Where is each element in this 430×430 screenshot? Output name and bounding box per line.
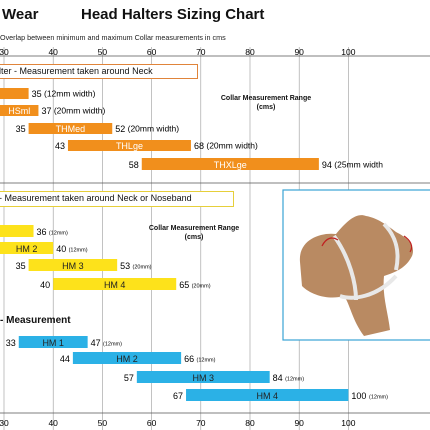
bottom-tick-label-90: 90 <box>294 418 304 428</box>
blue-min-value-2: 44 <box>60 354 70 364</box>
blue-bar-1 <box>18 336 88 348</box>
section-measurement-label: - Measurement <box>0 315 71 326</box>
orange-bar-label-3: THMed <box>56 124 86 134</box>
yellow-bar-3 <box>28 259 118 271</box>
yellow-bar-2 <box>0 242 54 254</box>
blue-max-value-1: 47 <box>91 338 101 348</box>
yellow-note-3: (20mm) <box>133 265 152 271</box>
yellow-max-value-4: 65 <box>179 280 189 290</box>
blue-bar-label-3: HM 3 <box>193 373 215 383</box>
yellow-bar-label-4: HM 4 <box>104 280 126 290</box>
blue-bar-label-2: HM 2 <box>116 354 138 364</box>
orange-bar-2 <box>0 105 39 116</box>
blue-bar-3 <box>136 371 270 383</box>
blue-note-3: (12mm) <box>285 377 304 383</box>
orange-max-value-2: 37 <box>41 106 51 116</box>
brand-fragment: Wear <box>2 6 39 23</box>
bottom-tick-label-30: 30 <box>0 418 9 428</box>
blue-max-value-3: 84 <box>273 373 283 383</box>
yellow-note-4: (20mm) <box>192 284 211 290</box>
yellow-max-value-1: 36 <box>37 227 47 237</box>
blue-note-1: (12mm) <box>103 342 122 348</box>
page-subtitle: Overlap between minimum and maximum Coll… <box>0 33 226 42</box>
orange-bar-label-2: HSml <box>8 106 30 116</box>
section-halter-label: lter - Measurement taken around Neck <box>0 64 198 79</box>
orange-bar-label-5: THXLge <box>214 160 247 170</box>
orange-bar-5 <box>141 158 319 170</box>
orange-note-1: (12mm width) <box>44 89 96 99</box>
halter-strap-nose <box>382 222 400 271</box>
top-tick-label-50: 50 <box>98 47 108 57</box>
orange-min-value-5: 58 <box>129 160 139 170</box>
bottom-tick-label-100: 100 <box>341 418 355 428</box>
bottom-tick-label-80: 80 <box>245 418 255 428</box>
orange-max-value-1: 35 <box>32 89 42 99</box>
orange-min-value-3: 35 <box>16 124 26 134</box>
orange-note-5: (25mm width <box>334 160 383 170</box>
orange-note-2: (20mm width) <box>54 106 106 116</box>
blue-max-value-2: 66 <box>184 354 194 364</box>
dog-head-illustration <box>299 215 414 336</box>
orange-note-4: (20mm width) <box>206 141 258 151</box>
section-neck-noseband-label: - Measurement taken around Neck or Noseb… <box>0 191 234 207</box>
yellow-bar-1 <box>0 225 34 237</box>
blue-bar-2 <box>72 352 182 364</box>
orange-bar-label-4: THLge <box>116 141 143 151</box>
top-tick-label-100: 100 <box>341 47 355 57</box>
bottom-tick-label-50: 50 <box>98 418 108 428</box>
halter-strap-neck <box>332 234 358 301</box>
orange-max-value-4: 68 <box>194 141 204 151</box>
orange-bar-1 <box>0 88 29 99</box>
orange-bar-3 <box>28 123 113 134</box>
orange-bar-4 <box>67 140 191 151</box>
halter-strap-chin <box>339 274 398 300</box>
measure-arrow-nose <box>403 235 413 253</box>
blue-min-value-1: 33 <box>6 338 16 348</box>
top-tick-label-80: 80 <box>245 47 255 57</box>
orange-max-value-3: 52 <box>115 124 125 134</box>
bottom-tick-label-60: 60 <box>147 418 157 428</box>
top-tick-label-90: 90 <box>294 47 304 57</box>
blue-bar-label-4: HM 4 <box>256 391 278 401</box>
yellow-note-1: (12mm) <box>49 231 68 237</box>
yellow-min-value-3: 35 <box>16 261 26 271</box>
measure-arrow-neck <box>321 237 339 247</box>
yellow-note-2: (12mm) <box>69 248 88 254</box>
page-title: Head Halters Sizing Chart <box>81 6 265 23</box>
yellow-max-value-2: 40 <box>56 244 66 254</box>
yellow-bar-label-3: HM 3 <box>62 261 84 271</box>
top-tick-label-60: 60 <box>147 47 157 57</box>
range-label-top: Collar Measurement Range (cms) <box>220 95 312 111</box>
top-tick-label-30: 30 <box>0 47 9 57</box>
blue-note-4: (12mm) <box>369 395 388 401</box>
blue-bar-4 <box>186 389 349 401</box>
blue-min-value-4: 67 <box>173 391 183 401</box>
orange-min-value-4: 43 <box>55 141 65 151</box>
orange-max-value-5: 94 <box>322 160 332 170</box>
yellow-max-value-3: 53 <box>120 261 130 271</box>
top-tick-label-70: 70 <box>196 47 206 57</box>
orange-note-3: (20mm width) <box>128 124 180 134</box>
blue-bar-label-1: HM 1 <box>42 338 64 348</box>
bottom-tick-label-40: 40 <box>48 418 58 428</box>
yellow-min-value-4: 40 <box>40 280 50 290</box>
yellow-bar-4 <box>53 278 177 290</box>
blue-min-value-3: 57 <box>124 373 134 383</box>
top-tick-label-40: 40 <box>48 47 58 57</box>
range-label-mid: Collar Measurement Range (cms) <box>148 225 240 241</box>
bottom-tick-label-70: 70 <box>196 418 206 428</box>
yellow-bar-label-2: HM 2 <box>16 244 38 254</box>
blue-note-2: (12mm) <box>197 358 216 364</box>
blue-max-value-4: 100 <box>351 391 366 401</box>
